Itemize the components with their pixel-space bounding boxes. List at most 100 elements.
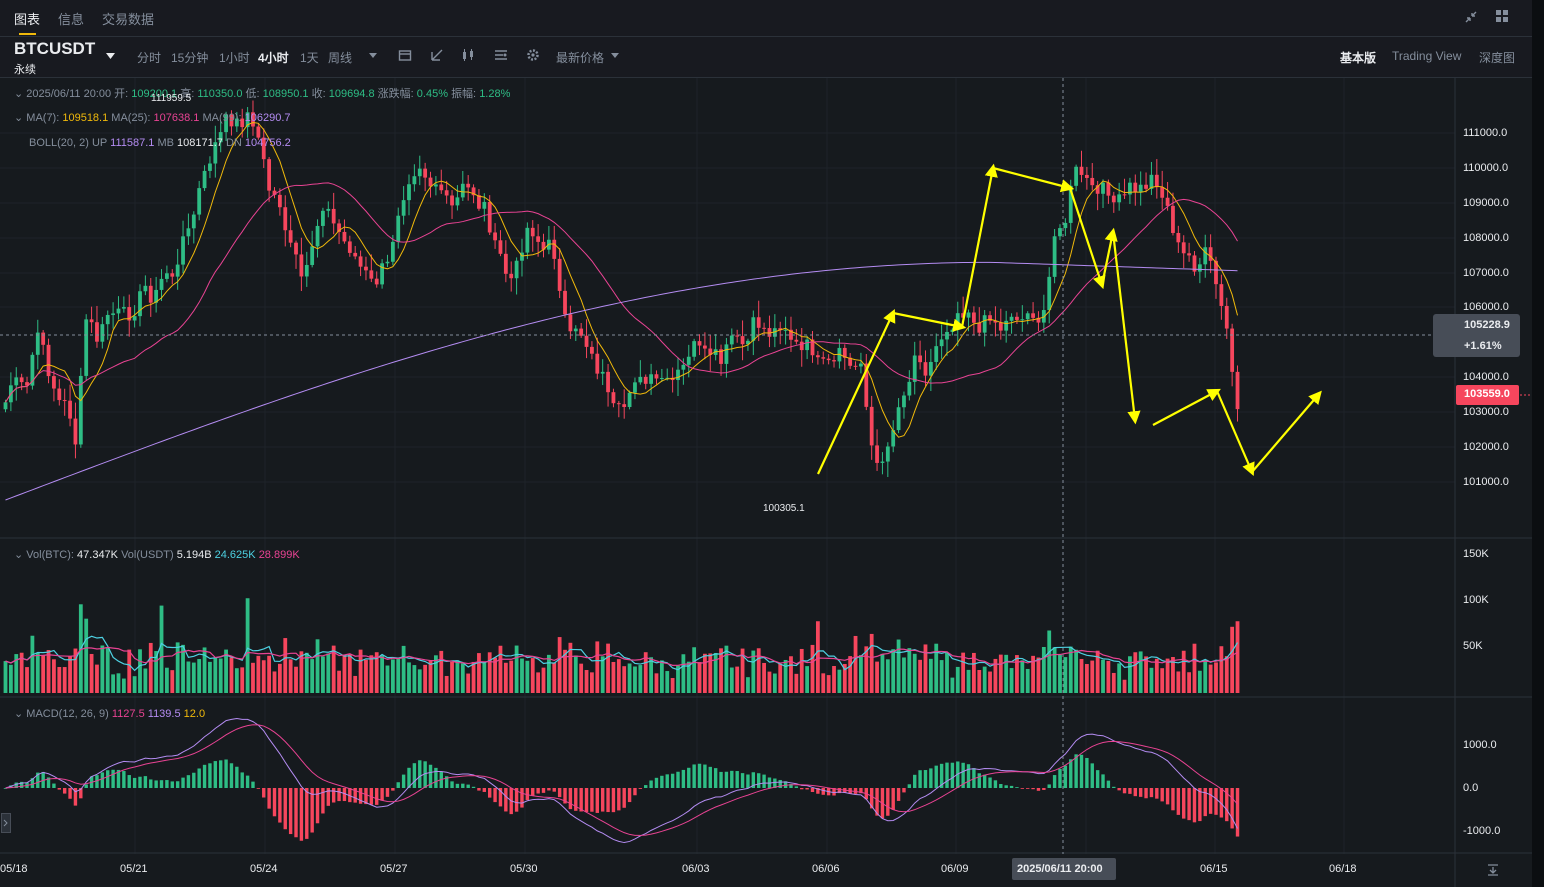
macd-histogram-bar [1182, 788, 1186, 819]
volume-bar [165, 667, 169, 693]
volume-bar [1111, 672, 1116, 693]
macd-histogram-bar [1112, 786, 1116, 788]
price-type-chevron-icon[interactable] [611, 53, 619, 58]
candle-body [315, 225, 320, 247]
settings-gear-icon[interactable] [526, 48, 540, 62]
candle-body [520, 252, 524, 261]
macd-histogram-bar [186, 775, 191, 788]
ma-collapse-icon[interactable]: ⌄ [14, 112, 24, 124]
macd-histogram-bar [1176, 788, 1181, 815]
macd-histogram-bar [762, 774, 766, 788]
macd-collapse-icon[interactable]: ⌄ [14, 708, 24, 720]
candle-body [471, 187, 476, 196]
view-depth[interactable]: 深度图 [1479, 51, 1516, 65]
timeframe-time[interactable]: 分时 [137, 51, 162, 65]
volume-bar [1122, 679, 1127, 693]
candle-body [568, 314, 573, 332]
indicators-icon[interactable] [494, 48, 508, 62]
volume-bar [1084, 664, 1089, 693]
change-value: 0.45% [416, 88, 448, 100]
layout-grid-icon[interactable] [1495, 9, 1510, 24]
candle-body [762, 327, 766, 329]
volume-bar [455, 660, 460, 693]
collapse-icon[interactable] [1464, 10, 1478, 24]
macd-histogram-bar [154, 780, 158, 788]
macd-histogram-bar [1133, 788, 1137, 797]
boll-info-row: BOLL(20, 2) UP 111587.1 MB 108171.7 DN 1… [29, 137, 291, 149]
candle-body [993, 320, 998, 323]
symbol-name[interactable]: BTCUSDT [14, 39, 96, 58]
macd-histogram-bar [46, 777, 51, 788]
macd-histogram-bar [235, 766, 239, 788]
candle-body [530, 227, 535, 237]
volume-bar [1235, 621, 1240, 693]
volume-bar [498, 645, 503, 693]
tab-info[interactable]: 信息 [58, 12, 85, 27]
macd-histogram-bar [1138, 788, 1143, 797]
candle-body [1214, 260, 1218, 285]
macd-histogram-bar [676, 771, 680, 788]
macd-histogram-bar [1171, 788, 1175, 811]
macd-histogram-bar [713, 768, 718, 788]
macd-label: MACD(12, 26, 9) [26, 708, 109, 720]
macd-histogram-bar [961, 762, 965, 788]
candle-body [767, 328, 772, 337]
macd-histogram-bar [1063, 765, 1068, 788]
macd-histogram-bar [100, 772, 105, 788]
macd-histogram-bar [660, 775, 664, 788]
view-basic[interactable]: 基本版 [1340, 51, 1377, 65]
price-type-select[interactable]: 最新价格 [556, 51, 605, 65]
timeframe-1w[interactable]: 周线 [328, 51, 353, 65]
volume-bar [1101, 659, 1105, 693]
macd-histogram-bar [913, 774, 917, 788]
candle-body [111, 313, 115, 315]
side-expand-icon[interactable] [1, 813, 11, 833]
volume-tick: 100K [1463, 594, 1489, 606]
candle-body [1015, 316, 1019, 320]
more-timeframes-icon[interactable] [369, 53, 377, 58]
candle-body [304, 264, 309, 277]
candle-body [514, 260, 519, 279]
candle-body [407, 184, 411, 201]
candle-body [197, 188, 202, 215]
macd-histogram-bar [57, 788, 61, 790]
macd-histogram-bar [697, 763, 702, 788]
tab-chart[interactable]: 图表 [14, 12, 41, 27]
price-chart[interactable] [0, 78, 1532, 887]
collapse-chevron-icon[interactable]: ⌄ [14, 88, 24, 100]
macd-histogram-bar [36, 772, 40, 788]
annotation-arrow [1100, 227, 1118, 286]
candle-body [541, 241, 546, 250]
macd-histogram-bar [708, 766, 712, 788]
volume-bar [1128, 656, 1132, 693]
volume-bar [616, 659, 621, 693]
volume-bar [380, 655, 384, 693]
macd-histogram-bar [832, 788, 836, 796]
timeframe-1d[interactable]: 1天 [300, 51, 319, 65]
macd-histogram-bar [1144, 788, 1148, 799]
calendar-icon[interactable] [398, 48, 412, 62]
view-trading-view[interactable]: Trading View [1392, 49, 1462, 63]
volume-bar [815, 621, 820, 693]
chevron-down-icon[interactable] [106, 53, 115, 59]
candle-body [493, 232, 497, 241]
timeframe-1h[interactable]: 1小时 [219, 51, 250, 65]
candle-type-icon[interactable] [461, 48, 476, 62]
volume-bar [267, 655, 272, 693]
right-scrollbar[interactable] [1532, 0, 1544, 887]
candle-body [62, 400, 67, 402]
reset-zoom-icon[interactable] [1486, 863, 1500, 877]
candle-body [826, 358, 831, 361]
macd-histogram-bar [1149, 788, 1154, 798]
macd-histogram-bar [401, 774, 406, 788]
drawing-tools-icon[interactable] [430, 48, 444, 62]
tab-trading-data[interactable]: 交易数据 [102, 12, 155, 27]
macd-histogram-bar [197, 768, 201, 788]
vol-collapse-icon[interactable]: ⌄ [14, 549, 24, 561]
volume-bar [772, 673, 777, 693]
timeframe-4h[interactable]: 4小时 [258, 51, 289, 65]
ma99-label: MA(99): [202, 112, 242, 124]
macd-histogram-bar [773, 778, 777, 788]
annotation-arrow [892, 311, 967, 332]
timeframe-15m[interactable]: 15分钟 [171, 51, 209, 65]
